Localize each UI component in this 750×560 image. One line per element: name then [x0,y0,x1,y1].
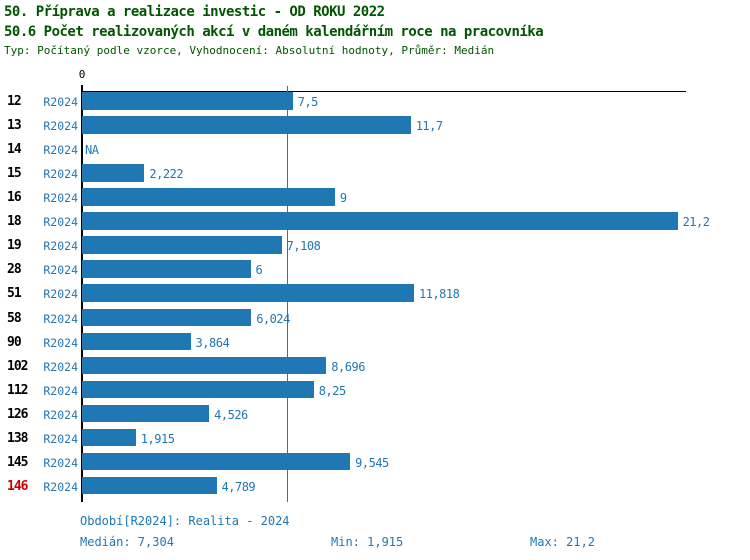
row-category-label: 102 [7,358,28,374]
bar-value-label: 7,108 [286,239,321,254]
bar-value-label: 9 [339,191,347,206]
bar [82,260,251,278]
chart-row: 18 R2024 21,2 [0,211,750,235]
row-category-label: 112 [7,382,28,398]
chart-row: 102 R2024 8,696 [0,356,750,380]
chart-row: 112 R2024 8,25 [0,380,750,404]
footer-period: Období[R2024]: Realita - 2024 [80,514,290,528]
bar [82,308,252,327]
row-series-label: R2024 [43,431,78,446]
row-series-label: R2024 [43,95,78,109]
row-category-label: 14 [7,142,22,158]
bar [82,212,678,230]
bar [82,164,145,182]
bar [82,476,217,495]
bar-value-label: 6 [255,263,263,278]
chart-row: 14 R2024 NA [0,139,750,163]
row-series-label: R2024 [43,239,78,254]
bar-value-label: 9,545 [355,455,389,470]
row-series-label: R2024 [43,143,78,158]
bar-value-label: 6,024 [256,311,290,326]
row-category-label: 15 [7,166,22,182]
bar-value-label: 4,789 [221,479,256,494]
bar [82,332,191,351]
row-category-label: 138 [7,430,28,446]
row-category-label: 90 [7,334,22,350]
chart-row: 13 R2024 11,7 [0,115,750,139]
row-category-label: 58 [7,310,22,326]
bar [82,284,414,302]
row-series-label: R2024 [43,287,78,302]
chart-row: 146 R2024 4,789 [0,476,750,500]
footer-median: Medián: 7,304 [80,535,174,549]
row-series-label: R2024 [43,383,78,398]
bar [82,452,351,471]
row-category-label: 19 [7,238,22,254]
bar-value-label: NA [85,143,99,158]
row-series-label: R2024 [43,167,78,182]
row-category-label: 28 [7,262,22,278]
chart-row: 138 R2024 1,915 [0,428,750,452]
row-category-label: 16 [7,190,22,206]
chart-row: 15 R2024 2,222 [0,163,750,187]
chart-row: 51 R2024 11,818 [0,283,750,307]
bar [82,188,335,206]
row-series-label: R2024 [43,407,78,422]
footer-max: Max: 21,2 [530,535,596,549]
page-subtitle: 50.6 Počet realizovaných akcí v daném ka… [4,24,544,40]
row-category-label: 12 [7,94,22,109]
bar [82,116,411,134]
row-category-label: 146 [7,478,28,494]
bar [82,428,136,447]
chart-row: 19 R2024 7,108 [0,235,750,259]
chart-meta-line: Typ: Počítaný podle vzorce, Vyhodnocení:… [4,44,495,57]
row-category-label: 126 [7,406,28,422]
chart-row: 16 R2024 9 [0,187,750,211]
row-series-label: R2024 [43,311,78,326]
x-axis-tick-label: 0 [78,68,86,81]
bar-value-label: 3,864 [195,335,230,350]
bar-value-label: 11,7 [415,119,443,134]
bar-value-label: 21,2 [682,215,710,230]
chart-row: 12 R2024 7,5 [0,91,750,115]
row-series-label: R2024 [43,479,78,494]
bar-value-label: 4,526 [214,407,248,422]
chart-row: 58 R2024 6,024 [0,308,750,332]
bar-value-label: 1,915 [140,431,175,446]
row-series-label: R2024 [43,335,78,350]
bar [82,92,293,110]
row-series-label: R2024 [43,359,78,374]
row-category-label: 145 [7,454,28,470]
bar-value-label: 2,222 [149,167,184,182]
x-axis-line [82,91,686,92]
chart-row: 126 R2024 4,526 [0,404,750,428]
chart-row: 90 R2024 3,864 [0,332,750,356]
bar-value-label: 8,25 [318,383,346,398]
row-category-label: 51 [7,286,22,302]
row-series-label: R2024 [43,455,78,470]
row-series-label: R2024 [43,119,78,134]
row-category-label: 13 [7,118,22,134]
chart-row: 28 R2024 6 [0,259,750,283]
bar-value-label: 7,5 [297,95,319,109]
row-category-label: 18 [7,214,22,230]
bar-value-label: 8,696 [331,359,365,374]
row-series-label: R2024 [43,215,78,230]
bar [82,380,314,399]
bar-value-label: 11,818 [419,287,460,302]
bar [82,236,282,254]
bar [82,356,327,375]
row-series-label: R2024 [43,191,78,206]
footer-min: Min: 1,915 [331,535,404,549]
bar [82,404,210,423]
chart-row: 145 R2024 9,545 [0,452,750,476]
page-title: 50. Příprava a realizace investic - OD R… [4,4,385,20]
row-series-label: R2024 [43,263,78,278]
